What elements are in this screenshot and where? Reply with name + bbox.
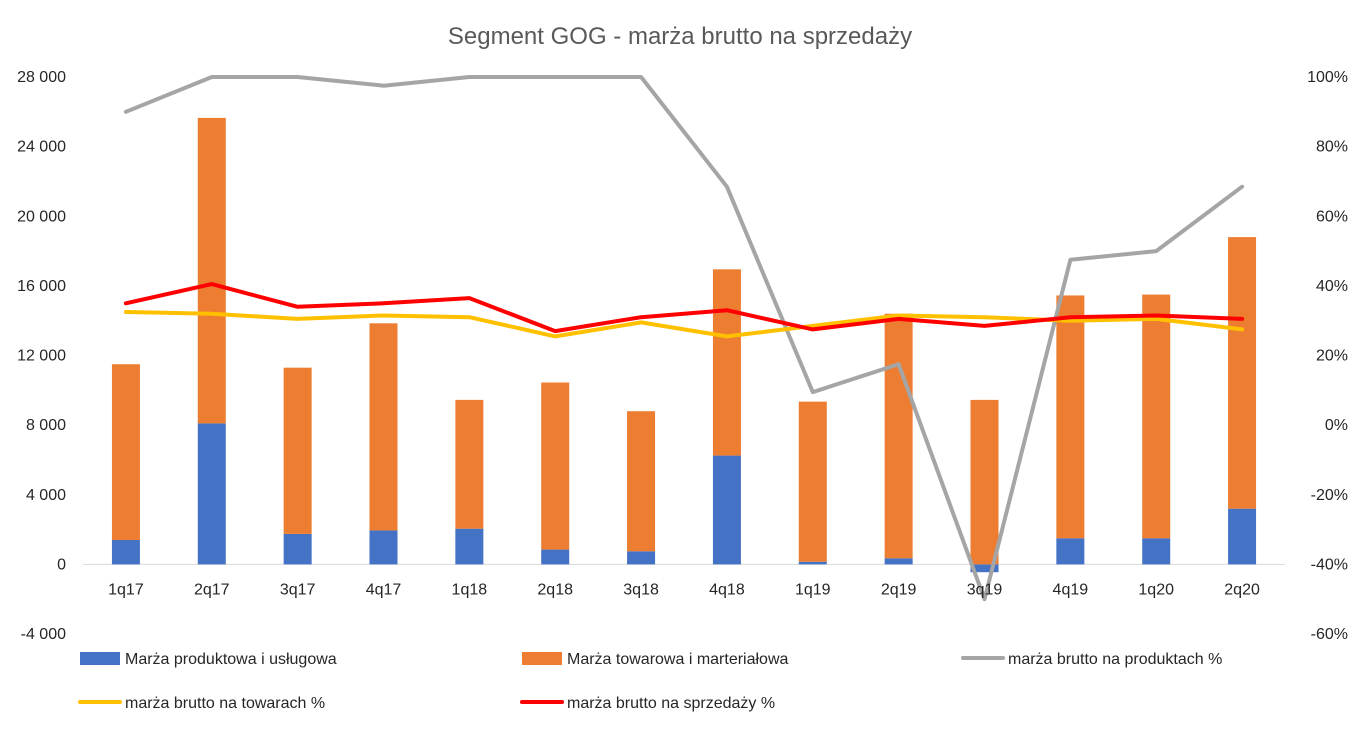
chart-title: Segment GOG - marża brutto na sprzedaży xyxy=(448,23,912,50)
x-tick-label: 2q17 xyxy=(194,581,230,598)
x-tick-label: 1q17 xyxy=(108,581,144,598)
x-tick-label: 4q17 xyxy=(366,581,402,598)
x-axis: 1q17 2q17 3q17 4q17 1q18 2q18 3q18 4q18 1q19 2q19… xyxy=(108,581,1260,598)
y-left-tick-label: 20 000 xyxy=(17,208,66,225)
legend-label: marża brutto na produktach % xyxy=(1008,651,1222,668)
x-tick-label: 2q20 xyxy=(1224,581,1260,598)
bar-marza-towarowa-1q18 xyxy=(455,399,484,529)
bar-marza-towarowa-1q20 xyxy=(1142,294,1171,539)
bar-marza-towarowa-2q18 xyxy=(541,382,570,550)
bar-marza-towarowa-3q18 xyxy=(627,411,656,552)
x-tick-label: 1q19 xyxy=(795,581,831,598)
bar-marza-produktowa-2q19 xyxy=(884,558,913,565)
x-tick-label: 1q18 xyxy=(452,581,488,598)
x-tick-label: 3q17 xyxy=(280,581,316,598)
legend-label: marża brutto na towarach % xyxy=(125,695,325,712)
x-tick-label: 2q19 xyxy=(881,581,917,598)
bar-marza-produktowa-3q19 xyxy=(970,564,999,573)
bar-marza-produktowa-4q19 xyxy=(1056,538,1085,565)
y-left-tick-label: 28 000 xyxy=(17,69,66,86)
bar-marza-produktowa-1q18 xyxy=(455,528,484,565)
y-right-tick-label: 40% xyxy=(1316,278,1348,295)
bar-marza-towarowa-4q19 xyxy=(1056,295,1085,539)
y-right-tick-label: 20% xyxy=(1316,348,1348,365)
bar-marza-produktowa-3q17 xyxy=(283,533,312,565)
bar-marza-towarowa-2q19 xyxy=(884,313,913,559)
bar-marza-towarowa-2q20 xyxy=(1228,237,1257,509)
y-right-tick-label: 60% xyxy=(1316,208,1348,225)
y-right-tick-label: 0% xyxy=(1325,417,1348,434)
y-right-tick-label: -40% xyxy=(1311,556,1348,573)
y-left-tick-label: -4 000 xyxy=(21,626,66,643)
y-right-tick-label: 100% xyxy=(1307,69,1348,86)
x-tick-label: 1q20 xyxy=(1138,581,1174,598)
bar-marza-towarowa-1q17 xyxy=(111,364,140,541)
y-right-tick-label: 80% xyxy=(1316,139,1348,156)
x-tick-label: 4q18 xyxy=(709,581,745,598)
bar-marza-towarowa-2q17 xyxy=(197,117,226,424)
y-left-tick-label: 24 000 xyxy=(17,139,66,156)
bar-marza-produktowa-2q17 xyxy=(197,423,226,565)
bar-marza-produktowa-2q18 xyxy=(541,549,570,565)
lines-layer xyxy=(123,75,1245,602)
bar-marza-produktowa-3q18 xyxy=(627,551,656,565)
bar-marza-towarowa-3q17 xyxy=(283,367,312,534)
y-left-tick-label: 0 xyxy=(57,556,66,573)
x-tick-label: 4q19 xyxy=(1053,581,1089,598)
bar-marza-produktowa-4q18 xyxy=(712,455,741,565)
bar-marza-towarowa-3q19 xyxy=(970,399,999,565)
y-axis-right: -60% -40% -20% 0% 20% 40% 60% 80% 100% xyxy=(1307,69,1348,643)
legend-swatch-bar xyxy=(522,652,562,665)
bar-marza-produktowa-1q17 xyxy=(111,540,140,565)
bar-marza-produktowa-1q20 xyxy=(1142,538,1171,565)
bar-marza-towarowa-1q19 xyxy=(798,401,827,562)
bars-layer xyxy=(111,117,1257,573)
y-right-tick-label: -60% xyxy=(1311,626,1348,643)
legend-label: Marża towarowa i marteriałowa xyxy=(567,651,789,668)
legend: Marża produktowa i usługowa Marża towarow… xyxy=(78,651,1222,712)
y-left-tick-label: 12 000 xyxy=(17,348,66,365)
y-left-tick-label: 4 000 xyxy=(26,487,66,504)
bar-marza-towarowa-4q18 xyxy=(712,269,741,456)
line-produkty-pct xyxy=(123,75,1245,602)
bar-marza-produktowa-4q17 xyxy=(369,530,398,565)
legend-label: Marża produktowa i usługowa xyxy=(125,651,337,668)
y-left-tick-label: 16 000 xyxy=(17,278,66,295)
line-sprzedaz-pct xyxy=(123,282,1245,334)
legend-swatch-bar xyxy=(80,652,120,665)
bar-marza-produktowa-2q20 xyxy=(1228,508,1257,565)
x-tick-label: 2q18 xyxy=(537,581,573,598)
bar-marza-towarowa-4q17 xyxy=(369,323,398,531)
y-axis-left: -4 000 0 4 000 8 000 12 000 16 000 20 000 24 00… xyxy=(17,69,66,643)
y-right-tick-label: -20% xyxy=(1311,487,1348,504)
y-left-tick-label: 8 000 xyxy=(26,417,66,434)
x-tick-label: 3q18 xyxy=(623,581,659,598)
x-tick-label: 3q19 xyxy=(967,581,1003,598)
bar-marza-produktowa-1q19 xyxy=(798,561,827,565)
legend-label: marża brutto na sprzedaży % xyxy=(567,695,775,712)
